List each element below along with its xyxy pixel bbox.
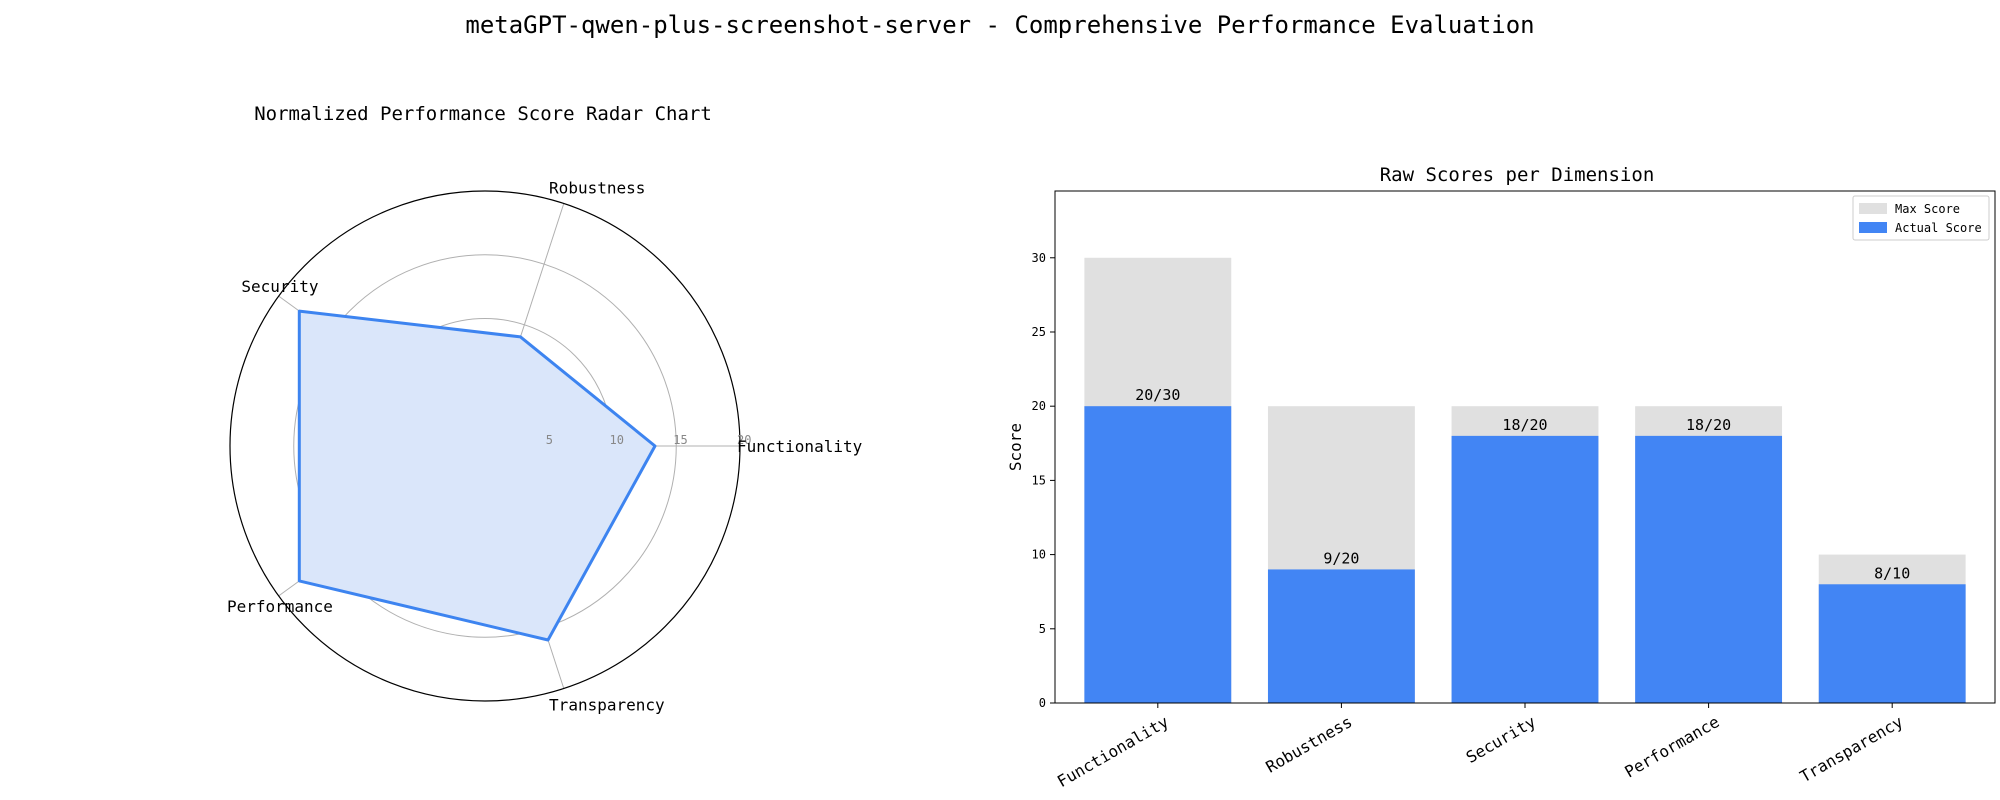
y-tick-label-25: 25 bbox=[1032, 325, 1046, 339]
bar-data-label-robustness: 9/20 bbox=[1323, 549, 1359, 567]
bar-data-label-functionality: 20/30 bbox=[1135, 386, 1180, 404]
radar-outer-circle bbox=[229, 190, 741, 702]
radar-series-line bbox=[297, 309, 657, 642]
bar-data-label-performance: 18/20 bbox=[1686, 416, 1731, 434]
actual-score-bar-robustness bbox=[1267, 569, 1415, 703]
bar-chart-title: Raw Scores per Dimension bbox=[1380, 164, 1655, 186]
bar-chart: Raw Scores per Dimension 20/30 9/20 18/20 1… bbox=[1006, 164, 1996, 791]
legend-label-max-score: Max Score bbox=[1895, 202, 1960, 216]
legend-label-actual-score: Actual Score bbox=[1895, 221, 1982, 235]
radar-category-label-transparency: Transparency bbox=[549, 696, 665, 715]
bar-data-label-transparency: 8/10 bbox=[1874, 564, 1910, 582]
radar-rtick-label-5: 5 bbox=[546, 433, 553, 447]
radar-category-label-functionality: Functionality bbox=[737, 437, 863, 456]
y-tick-label-5: 5 bbox=[1039, 622, 1046, 636]
legend-swatch-actual-score bbox=[1859, 222, 1887, 233]
radar-rtick-label-15: 15 bbox=[673, 433, 687, 447]
actual-score-bar-functionality bbox=[1084, 406, 1232, 703]
radar-chart: Normalized Performance Score Radar Chart… bbox=[227, 103, 863, 715]
actual-score-bar-security bbox=[1451, 435, 1599, 703]
x-tick-label-performance: Performance bbox=[1621, 712, 1722, 781]
bar-plot-frame bbox=[1054, 190, 1996, 704]
x-tick-label-robustness: Robustness bbox=[1262, 712, 1355, 777]
radar-rtick-label-20: 20 bbox=[737, 433, 751, 447]
x-tick-label-security: Security bbox=[1463, 712, 1540, 767]
radar-series bbox=[297, 309, 657, 642]
figure-suptitle: metaGPT-qwen-plus-screenshot-server - Co… bbox=[465, 11, 1534, 39]
bar-legend: Max Score Actual Score bbox=[1852, 195, 1990, 241]
bar-series: 20/30 9/20 18/20 18/20 8/10 bbox=[1084, 257, 1966, 703]
x-tick-label-functionality: Functionality bbox=[1054, 712, 1172, 791]
radar-rtick-label-10: 10 bbox=[610, 433, 624, 447]
y-tick-label-15: 15 bbox=[1032, 473, 1046, 487]
bar-data-label-security: 18/20 bbox=[1502, 416, 1547, 434]
y-tick-label-30: 30 bbox=[1032, 251, 1046, 265]
radar-chart-title: Normalized Performance Score Radar Chart bbox=[254, 103, 712, 125]
radar-category-label-performance: Performance bbox=[227, 597, 333, 616]
actual-score-bar-performance bbox=[1635, 435, 1783, 703]
radar-category-label-robustness: Robustness bbox=[549, 178, 645, 197]
radar-category-label-security: Security bbox=[241, 277, 318, 296]
x-tick-label-transparency: Transparency bbox=[1797, 712, 1907, 786]
actual-score-bar-transparency bbox=[1818, 584, 1966, 703]
y-axis-label: Score bbox=[1006, 423, 1025, 471]
y-tick-label-10: 10 bbox=[1032, 548, 1046, 562]
y-tick-label-0: 0 bbox=[1039, 696, 1046, 710]
radar-fill-area bbox=[299, 311, 655, 640]
y-tick-label-20: 20 bbox=[1032, 399, 1046, 413]
legend-swatch-max-score bbox=[1859, 203, 1887, 214]
